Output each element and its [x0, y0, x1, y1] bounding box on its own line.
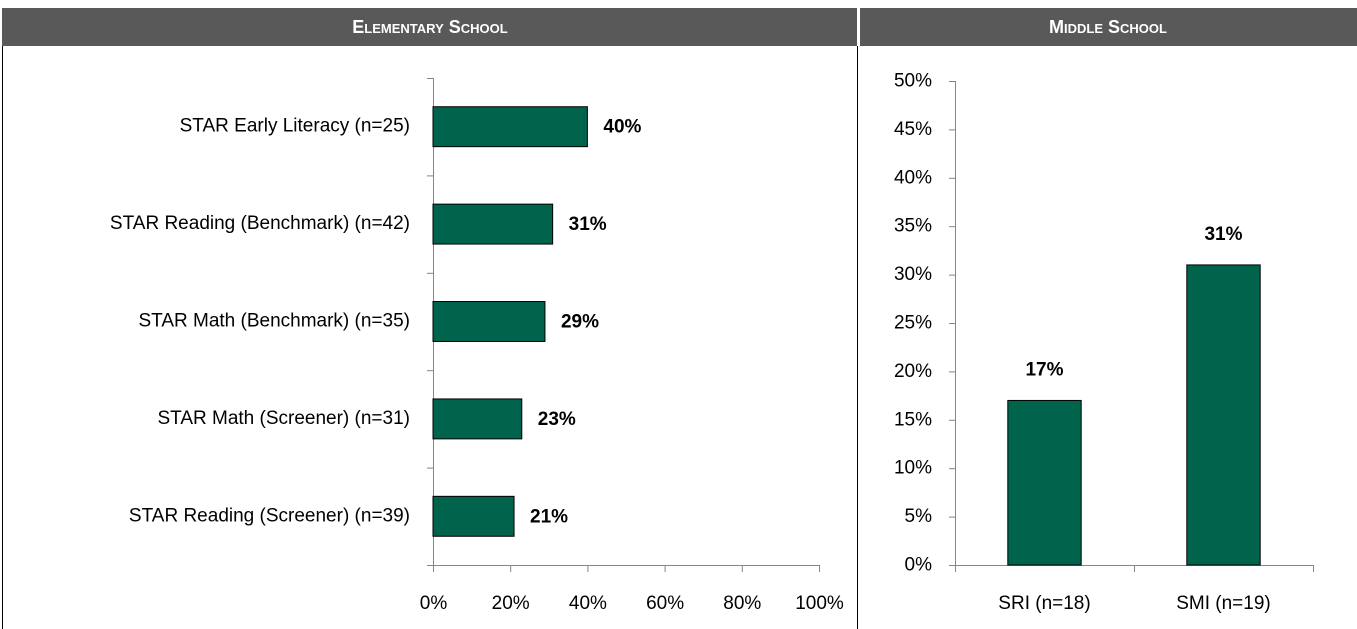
bar — [432, 495, 515, 537]
y-tick-label: 35% — [894, 216, 932, 237]
panel-title: Middle School — [1049, 17, 1167, 37]
category-label: STAR Math (Screener) (n=31) — [157, 408, 410, 429]
value-label: 31% — [569, 214, 607, 235]
bar — [1007, 399, 1082, 566]
value-label: 29% — [561, 312, 599, 333]
value-label: 40% — [603, 117, 641, 138]
category-label: SMI (n=19) — [1176, 593, 1271, 614]
y-tick-label: 0% — [905, 555, 933, 576]
y-tick-label: 10% — [894, 458, 932, 479]
value-label: 31% — [1204, 224, 1242, 245]
panel-title: Elementary School — [352, 17, 507, 37]
y-tick-label: 40% — [894, 167, 932, 188]
category-label: STAR Reading (Benchmark) (n=42) — [110, 213, 410, 234]
x-tick-label: 100% — [795, 593, 844, 614]
value-label: 21% — [530, 506, 568, 527]
y-tick-label: 20% — [894, 361, 932, 382]
bar — [1186, 264, 1261, 566]
y-tick-label: 50% — [894, 71, 932, 92]
y-tick-label: 30% — [894, 264, 932, 285]
category-label: STAR Reading (Screener) (n=39) — [129, 505, 410, 526]
category-label: STAR Early Literacy (n=25) — [180, 116, 410, 137]
x-tick-label: 20% — [492, 593, 530, 614]
x-tick-label: 40% — [569, 593, 607, 614]
category-label: SRI (n=18) — [998, 593, 1090, 614]
header-cell — [860, 8, 1357, 46]
value-label: 23% — [538, 409, 576, 430]
bar — [432, 301, 546, 342]
header-cell — [2, 8, 857, 46]
bar — [432, 398, 523, 440]
y-tick-label: 15% — [894, 409, 932, 430]
category-label: STAR Math (Benchmark) (n=35) — [138, 311, 410, 332]
y-tick-label: 45% — [894, 119, 932, 140]
x-tick-label: 80% — [723, 593, 761, 614]
value-label: 17% — [1025, 359, 1063, 380]
bar — [432, 106, 588, 148]
y-tick-label: 25% — [894, 313, 932, 334]
x-tick-label: 0% — [420, 593, 448, 614]
y-tick-label: 5% — [905, 506, 933, 527]
bar — [432, 203, 554, 245]
x-tick-label: 60% — [646, 593, 684, 614]
